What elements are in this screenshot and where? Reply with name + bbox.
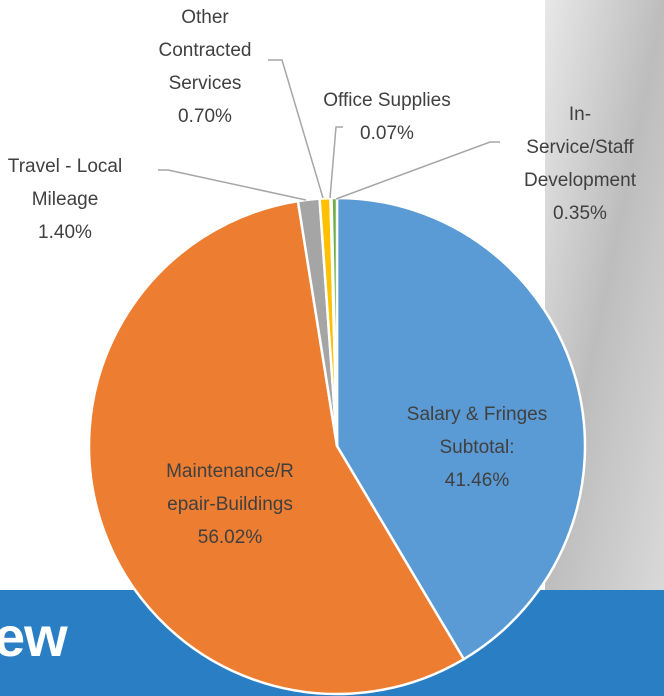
data-label: Salary & Fringes Subtotal: 41.46% <box>407 398 547 497</box>
leader-lines <box>158 59 500 201</box>
leader-line <box>158 169 307 201</box>
category-label: Salary & Fringes Subtotal: <box>406 404 548 458</box>
data-label: Maintenance/R epair-Buildings 56.02% <box>166 455 294 554</box>
value-label: 41.46% <box>444 470 510 491</box>
category-label: In-Service/Staff Development <box>524 104 636 191</box>
category-label: Travel - Local Mileage <box>7 156 123 210</box>
value-label: 0.07% <box>360 123 414 144</box>
value-label: 1.40% <box>38 222 92 243</box>
pie <box>87 196 587 696</box>
pie-slice <box>87 199 466 696</box>
value-label: 0.35% <box>553 203 607 224</box>
pie-slice <box>335 196 587 661</box>
data-label: In-Service/Staff Development 0.35% <box>524 98 636 230</box>
value-label: 56.02% <box>197 527 263 548</box>
leader-line <box>329 126 343 199</box>
data-label: Office Supplies 0.07% <box>323 84 450 150</box>
leader-line <box>335 141 500 200</box>
category-label: Office Supplies <box>323 90 451 111</box>
category-label: Maintenance/R epair-Buildings <box>166 461 294 515</box>
data-label: Other Contracted Services 0.70% <box>159 1 252 133</box>
category-label: Other Contracted Services <box>158 7 252 94</box>
background-text: ew <box>0 605 68 668</box>
value-label: 0.70% <box>178 106 232 127</box>
leader-line <box>268 59 324 199</box>
data-label: Travel - Local Mileage 1.40% <box>8 150 122 249</box>
